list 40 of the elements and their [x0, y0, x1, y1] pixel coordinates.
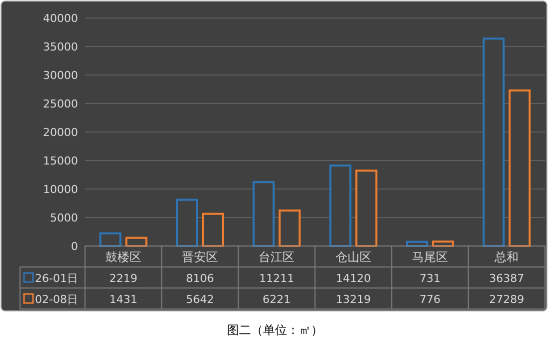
data-label: 731: [420, 272, 440, 285]
x-tick-label: 鼓楼区: [105, 250, 142, 264]
bar: [329, 164, 352, 247]
y-tick-label: 15000: [43, 154, 78, 168]
x-tick-label: 总和: [494, 250, 519, 264]
data-label: 36387: [489, 272, 524, 285]
x-tick-label: 台江区: [258, 250, 295, 264]
y-tick-label: 25000: [43, 98, 78, 110]
data-label: 27289: [489, 293, 524, 306]
bar: [278, 210, 301, 247]
y-tick-label: 40000: [43, 12, 78, 25]
x-tick-label: 马尾区: [412, 250, 448, 264]
data-label: 11211: [259, 272, 294, 285]
data-label: 776: [420, 293, 440, 306]
data-label: 13219: [336, 293, 371, 306]
data-label: 6221: [262, 293, 291, 306]
y-tick-label: 5000: [50, 212, 78, 224]
data-label: 1431: [109, 293, 138, 306]
bar: [482, 38, 505, 247]
legend-label: 26-01日: [35, 272, 78, 285]
legend-label: 02-08日: [35, 293, 78, 306]
text: 图二（单位：㎡）: [227, 323, 323, 337]
data-label: 14120: [336, 272, 371, 285]
bar: [125, 236, 148, 247]
y-tick-label: 20000: [43, 126, 78, 139]
x-tick-label: 晋安区: [182, 250, 218, 264]
bar: [252, 181, 275, 247]
data-label: 8106: [186, 272, 214, 285]
bar: [202, 212, 224, 247]
y-tick-label: 10000: [43, 183, 78, 196]
bar: [176, 198, 198, 247]
bar: [508, 89, 531, 247]
y-tick-label: 0: [71, 240, 78, 253]
bar: [355, 170, 378, 247]
y-tick-label: 35000: [43, 40, 78, 54]
data-label: 2219: [109, 272, 138, 285]
x-tick-label: 仓山区: [335, 250, 372, 264]
data-label: 5642: [186, 293, 214, 306]
y-tick-label: 30000: [43, 69, 78, 82]
bar: [99, 232, 122, 247]
